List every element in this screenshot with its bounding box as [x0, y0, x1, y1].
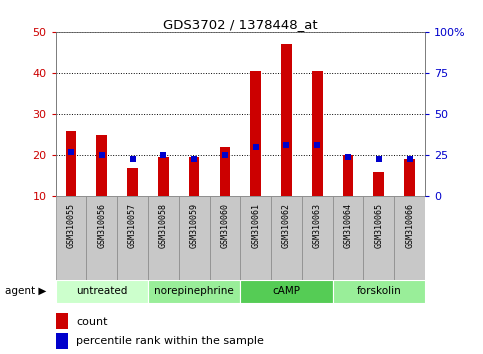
Text: GSM310059: GSM310059: [190, 203, 199, 248]
Bar: [302, 196, 333, 280]
Bar: [158, 158, 169, 196]
Bar: [312, 71, 323, 196]
Title: GDS3702 / 1378448_at: GDS3702 / 1378448_at: [163, 18, 318, 31]
Point: [344, 154, 352, 160]
Text: percentile rank within the sample: percentile rank within the sample: [76, 336, 264, 346]
Bar: [179, 196, 210, 280]
Bar: [404, 159, 415, 196]
Point: [252, 144, 259, 150]
Bar: [342, 155, 354, 196]
Bar: [333, 280, 425, 303]
Text: GSM310061: GSM310061: [251, 203, 260, 248]
Text: cAMP: cAMP: [272, 286, 300, 296]
Point: [313, 143, 321, 148]
Bar: [86, 196, 117, 280]
Bar: [281, 44, 292, 196]
Point: [221, 153, 229, 158]
Text: untreated: untreated: [76, 286, 128, 296]
Point: [128, 156, 136, 161]
Bar: [56, 196, 86, 280]
Point: [283, 143, 290, 148]
Point: [159, 153, 167, 158]
Bar: [189, 158, 199, 196]
Bar: [148, 280, 241, 303]
Text: GSM310058: GSM310058: [159, 203, 168, 248]
Bar: [271, 196, 302, 280]
Bar: [56, 333, 69, 348]
Bar: [394, 196, 425, 280]
Bar: [219, 147, 230, 196]
Text: GSM310060: GSM310060: [220, 203, 229, 248]
Text: GSM310063: GSM310063: [313, 203, 322, 248]
Bar: [56, 280, 148, 303]
Text: count: count: [76, 316, 108, 327]
Text: norepinephrine: norepinephrine: [154, 286, 234, 296]
Point: [406, 156, 413, 161]
Bar: [250, 71, 261, 196]
Bar: [96, 135, 107, 196]
Bar: [364, 196, 394, 280]
Bar: [117, 196, 148, 280]
Text: GSM310056: GSM310056: [97, 203, 106, 248]
Text: GSM310057: GSM310057: [128, 203, 137, 248]
Bar: [373, 172, 384, 196]
Text: agent ▶: agent ▶: [5, 286, 46, 296]
Point: [67, 149, 75, 155]
Text: forskolin: forskolin: [356, 286, 401, 296]
Point: [375, 156, 383, 161]
Bar: [333, 196, 364, 280]
Point: [190, 156, 198, 161]
Text: GSM310064: GSM310064: [343, 203, 353, 248]
Bar: [66, 131, 76, 196]
Bar: [127, 168, 138, 196]
Point: [98, 153, 106, 158]
Text: GSM310055: GSM310055: [67, 203, 75, 248]
Bar: [210, 196, 240, 280]
Bar: [148, 196, 179, 280]
Text: GSM310062: GSM310062: [282, 203, 291, 248]
Text: GSM310066: GSM310066: [405, 203, 414, 248]
Bar: [240, 196, 271, 280]
Bar: [240, 280, 333, 303]
Bar: [56, 314, 69, 329]
Text: GSM310065: GSM310065: [374, 203, 384, 248]
